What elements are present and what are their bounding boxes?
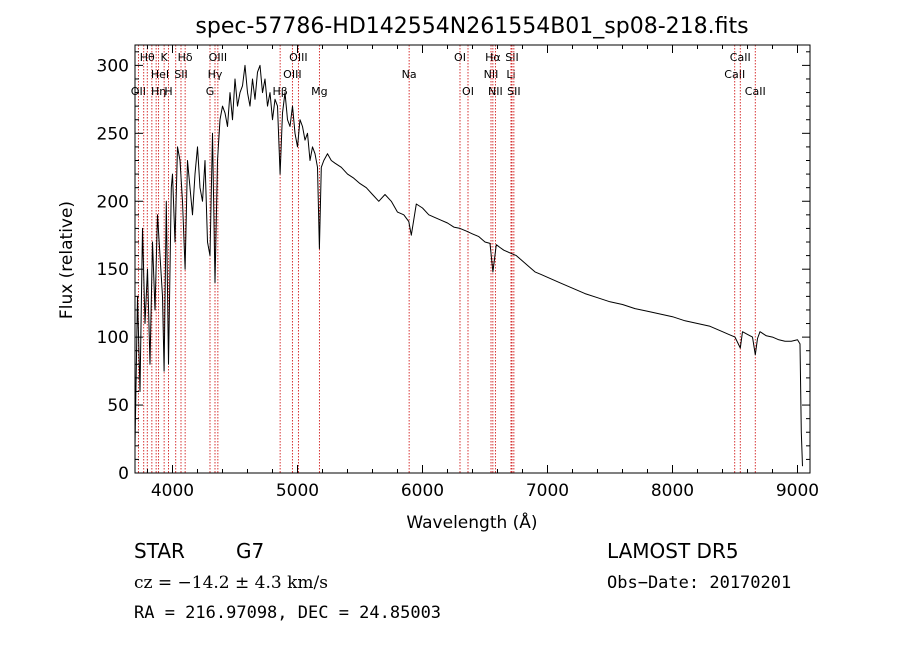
spectral-line-label: NII [484,68,499,81]
x-tick-label: 7000 [526,481,569,501]
y-tick-label: 200 [97,192,129,212]
x-axis-label: Wavelength (Å) [406,511,537,533]
chart-title: spec-57786-HD142554N261554B01_sp08-218.f… [195,14,748,39]
redshift-text: cz = −14.2 ± 4.3 km/s [134,573,328,593]
spectral-line-label: Hδ [178,51,193,64]
spectral-line-label: HeI [151,68,169,81]
spectral-line-label: SII [174,68,187,81]
plot-area: OIIHθHηKHSIIHδGHγOIIIHβOIIIOIIIMgNaOIOIN… [131,45,803,473]
x-tick-label: 4000 [151,481,194,501]
subclass: G7 [236,539,264,563]
y-ticks: 0 50 100 150 200 250 300 [97,51,810,484]
spectral-line-label: H [164,85,172,98]
x-tick-label: 6000 [401,481,444,501]
spectral-line-label: CaII [730,51,751,64]
spectral-line-label: SII [507,85,520,98]
y-tick-label: 250 [97,124,129,144]
spectral-line-label: NII [488,85,503,98]
spectral-line-label: OIII [283,68,301,81]
y-tick-label: 150 [97,260,129,280]
spectral-line-label: OI [462,85,474,98]
spectral-line-label: Mg [311,85,327,98]
plot-frame [134,44,811,474]
spectral-line-label: SII [505,51,518,64]
y-tick-label: 300 [97,56,129,76]
x-tick-label: 5000 [276,481,319,501]
spectral-line-label: Hβ [272,85,287,98]
spectral-line-label: Hθ [140,51,155,64]
x-tick-label: 8000 [651,481,694,501]
spectral-line-label: OIII [289,51,307,64]
object-type: STAR [134,539,185,563]
spectral-line-label: Li [506,68,515,81]
spectral-line-label: CaII [745,85,766,98]
spectral-line-label: G [206,85,215,98]
spectral-line-label: Hη [151,85,166,98]
spectral-line-label: K [161,51,169,64]
spectral-line-label: OIII [209,51,227,64]
y-axis-label: Flux (relative) [57,201,77,319]
spectral-line-label: Hγ [208,68,223,81]
x-tick-label: 9000 [776,481,819,501]
spectral-line-label: CaII [724,68,745,81]
spectral-line-label: Na [402,68,417,81]
spectral-line-label: Hα [485,51,501,64]
survey-label: LAMOST DR5 [607,539,739,563]
spectral-line-label: OI [454,51,466,64]
spectrum-series-line [134,64,803,467]
y-tick-label: 50 [107,396,129,416]
x-ticks: 4000 5000 6000 7000 8000 9000 [147,45,819,501]
obs-date: Obs−Date: 20170201 [607,573,791,593]
y-tick-label: 100 [97,328,129,348]
ra-dec-text: RA = 216.97098, DEC = 24.85003 [134,603,441,623]
y-tick-label: 0 [118,464,129,484]
